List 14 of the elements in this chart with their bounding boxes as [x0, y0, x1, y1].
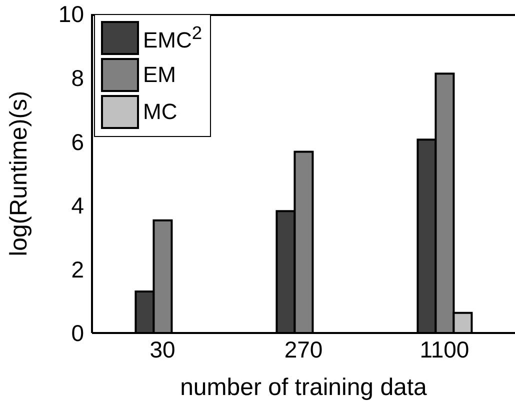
y-tick-label: 2 [71, 256, 84, 282]
x-tick-label: 30 [150, 336, 176, 362]
x-axis-title: number of training data [180, 374, 428, 401]
y-tick-label: 8 [71, 64, 84, 91]
y-tick-label: 0 [71, 320, 84, 346]
y-tick-label: 6 [71, 128, 84, 155]
x-tick-label: 270 [284, 336, 323, 362]
y-tick-label: 4 [71, 192, 84, 219]
legend-label: EMC$^{2}$ [143, 22, 202, 54]
x-tick-label: 1100 [420, 336, 470, 362]
legend-label: EM [143, 62, 176, 88]
y-tick-label: 10 [58, 1, 84, 28]
y-axis-title: log(Runtime)(s) [6, 90, 33, 256]
legend-label: MC [143, 99, 178, 125]
